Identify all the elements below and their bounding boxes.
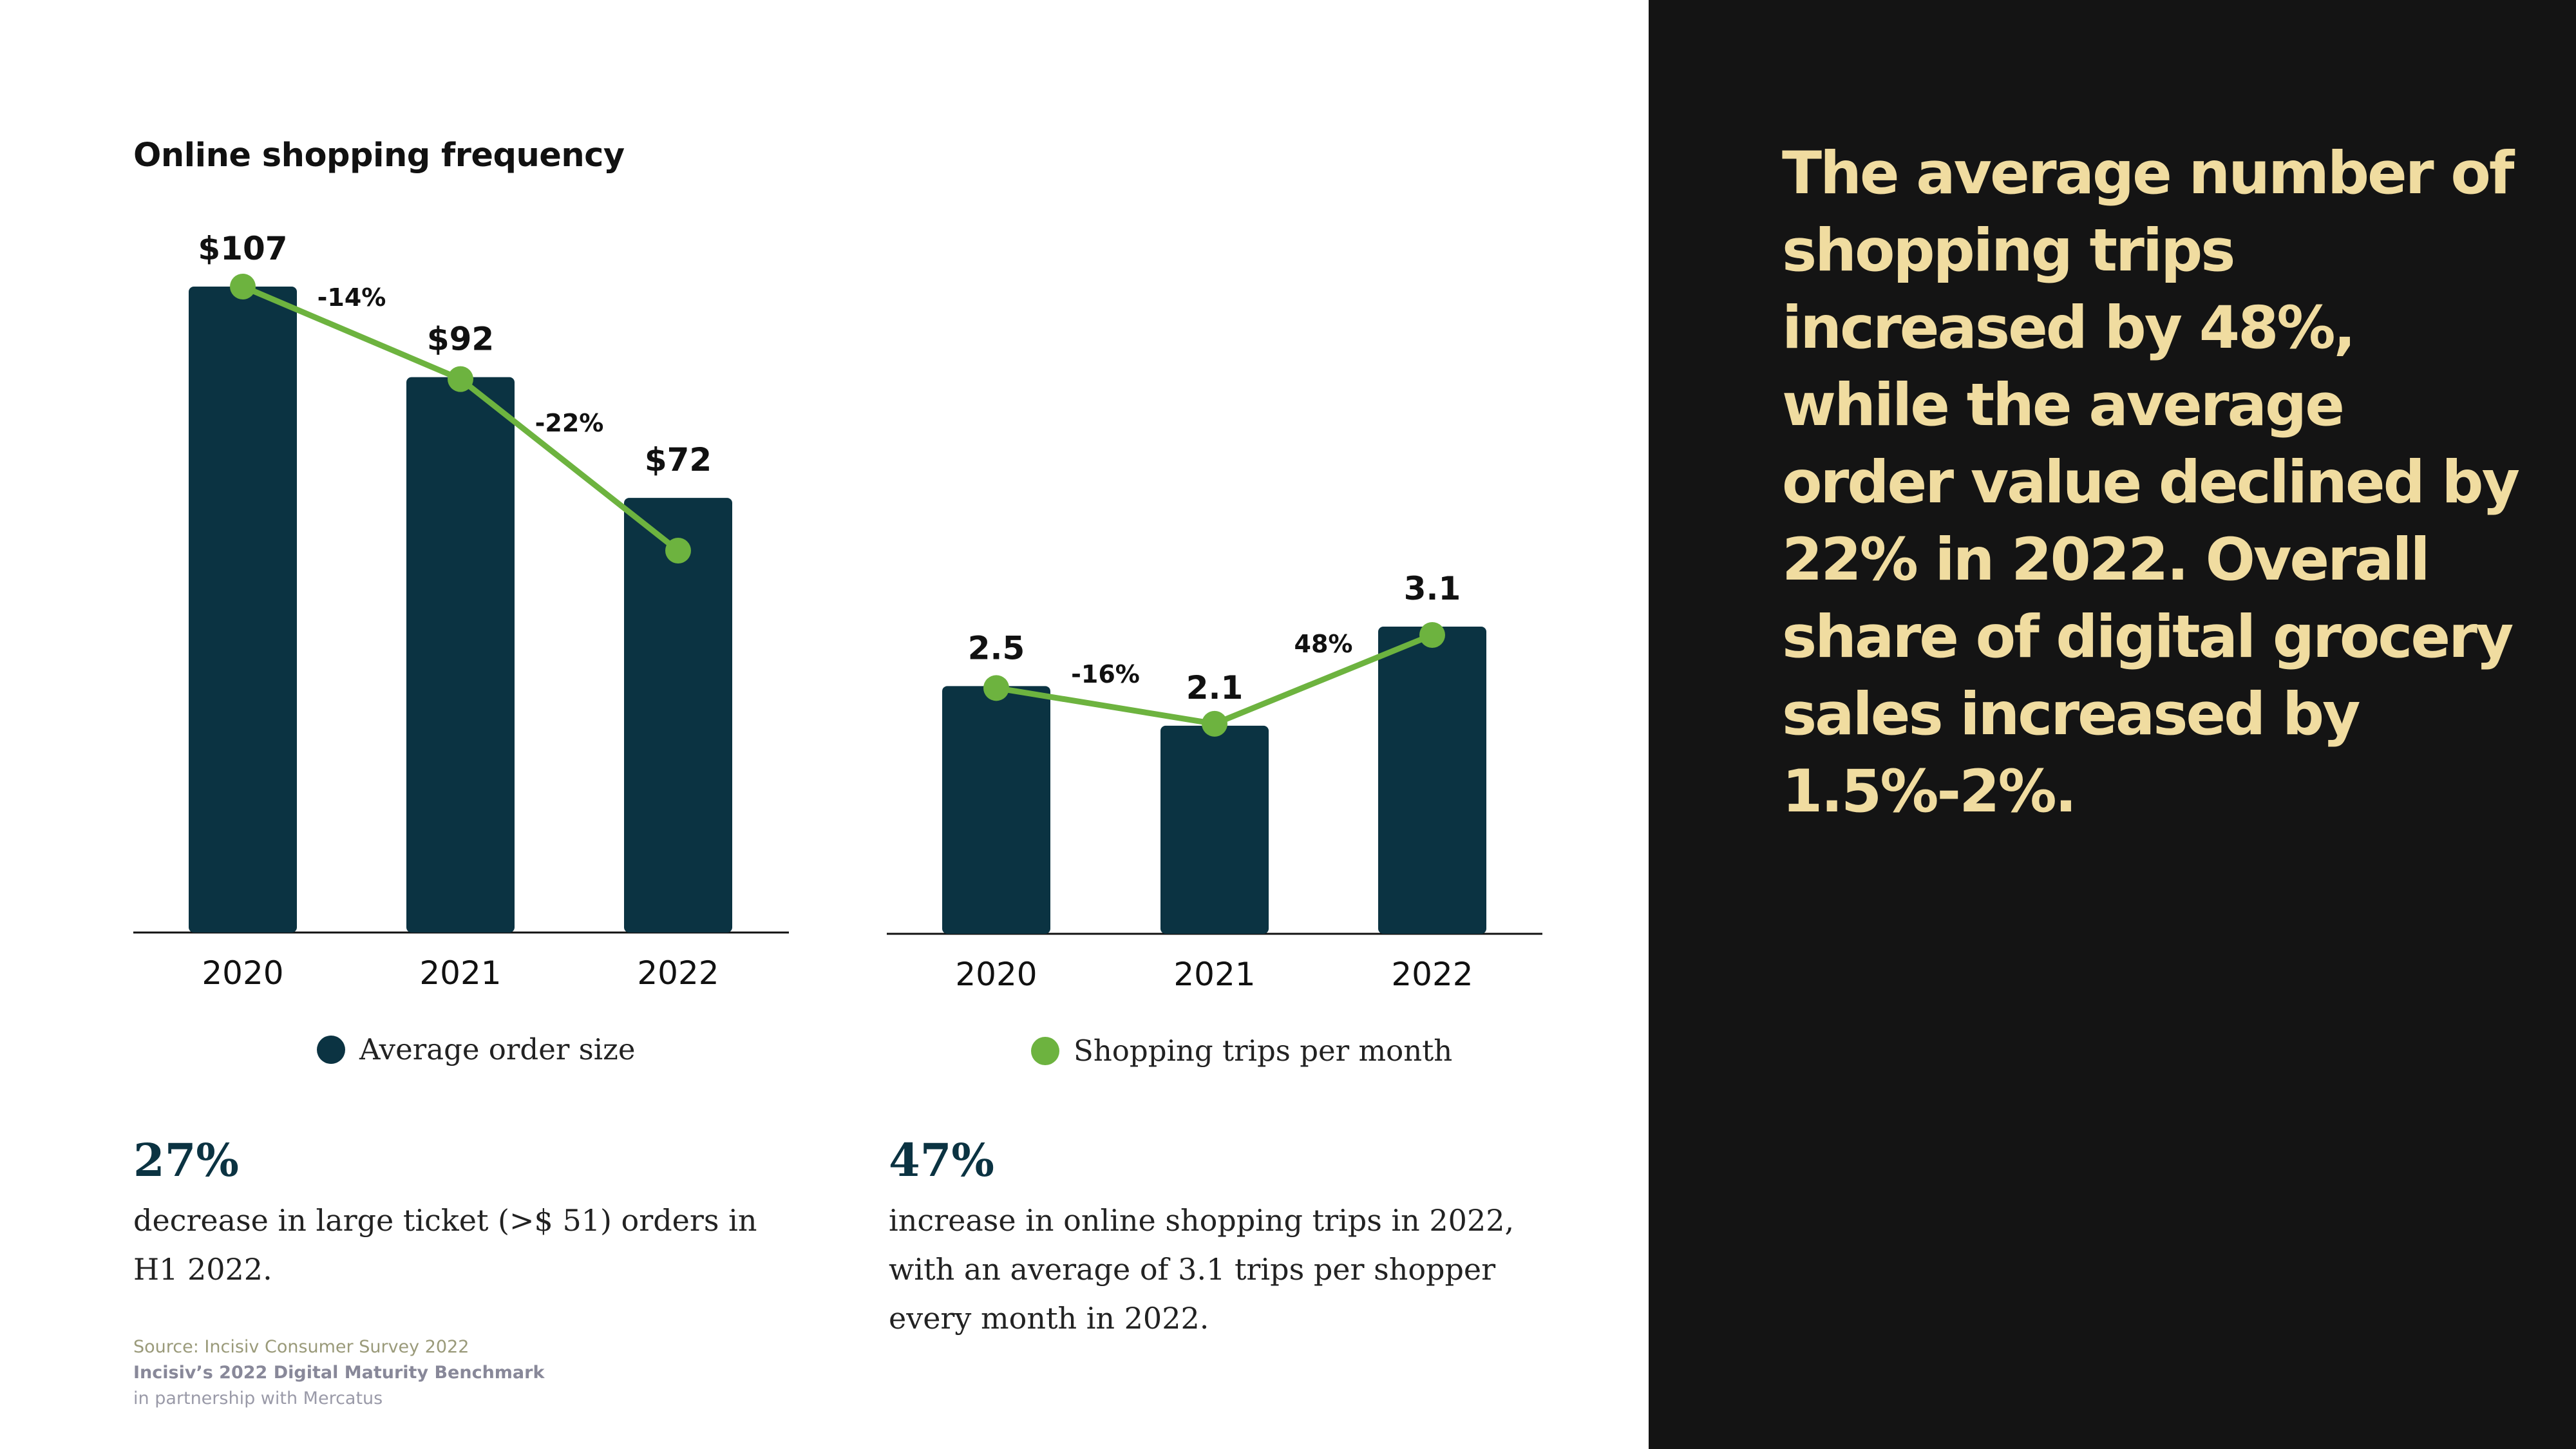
- source-line: Source: Incisiv Consumer Survey 2022: [133, 1337, 469, 1357]
- bar-2022: [624, 498, 732, 933]
- bar-2020: [942, 686, 1050, 934]
- stat-description: decrease in large ticket (>$ 51) orders …: [133, 1203, 757, 1287]
- section-title: Online shopping frequency: [133, 137, 625, 175]
- legend-dot-icon: [317, 1035, 345, 1064]
- value-label: $72: [645, 441, 712, 478]
- benchmark-title: Incisiv’s 2022 Digital Maturity Benchmar…: [133, 1363, 545, 1383]
- x-tick-label: 2022: [637, 954, 719, 992]
- value-label: 3.1: [1404, 570, 1461, 607]
- legend-label: Average order size: [359, 1032, 636, 1066]
- bar-2021: [1160, 725, 1269, 934]
- value-label: $107: [198, 230, 287, 267]
- x-tick-label: 2020: [955, 956, 1037, 993]
- x-tick-label: 2020: [202, 954, 283, 992]
- change-label: 48%: [1294, 630, 1353, 658]
- change-label: -14%: [317, 283, 386, 312]
- trend-point: [230, 274, 256, 299]
- stat-description: increase in online shopping trips in 202…: [889, 1203, 1515, 1336]
- bar-2021: [406, 377, 515, 933]
- source-note: Source: Incisiv Consumer Survey 2022 Inc…: [133, 1334, 544, 1412]
- trend-point: [1202, 710, 1227, 737]
- headline: The average number of shopping trips inc…: [1782, 140, 2520, 826]
- x-tick-label: 2021: [1173, 956, 1255, 993]
- legend-dot-icon: [1031, 1036, 1059, 1065]
- value-label: 2.1: [1186, 669, 1244, 706]
- bar-2020: [189, 287, 297, 933]
- bar-line-charts: 2020 2021 2022 $107 $92 $72 -14% -22% 2020 2021 20…: [133, 230, 1542, 993]
- stat-shopping-trips: 47% increase in online shopping trips in…: [889, 1133, 1533, 1343]
- legend-shopping-trips: Shopping trips per month: [1031, 1034, 1452, 1068]
- trend-point: [1419, 622, 1445, 648]
- value-label: $92: [427, 321, 494, 358]
- legend-average-order-size: Average order size: [317, 1032, 636, 1066]
- bar-2022: [1378, 627, 1486, 934]
- x-tick-label: 2021: [419, 954, 501, 992]
- trend-point: [983, 675, 1009, 701]
- change-label: -16%: [1071, 660, 1140, 688]
- legend-label: Shopping trips per month: [1074, 1034, 1453, 1068]
- trend-point: [665, 538, 691, 564]
- headline-panel: [1649, 0, 2576, 1449]
- partnership-line: in partnership with Mercatus: [133, 1388, 383, 1408]
- change-label: -22%: [535, 409, 604, 437]
- x-tick-label: 2022: [1391, 956, 1473, 993]
- value-label: 2.5: [968, 629, 1025, 667]
- stat-value: 47%: [889, 1133, 994, 1187]
- trend-point: [448, 366, 473, 392]
- stat-large-ticket: 27% decrease in large ticket (>$ 51) ord…: [133, 1133, 777, 1294]
- stat-value: 27%: [133, 1133, 239, 1187]
